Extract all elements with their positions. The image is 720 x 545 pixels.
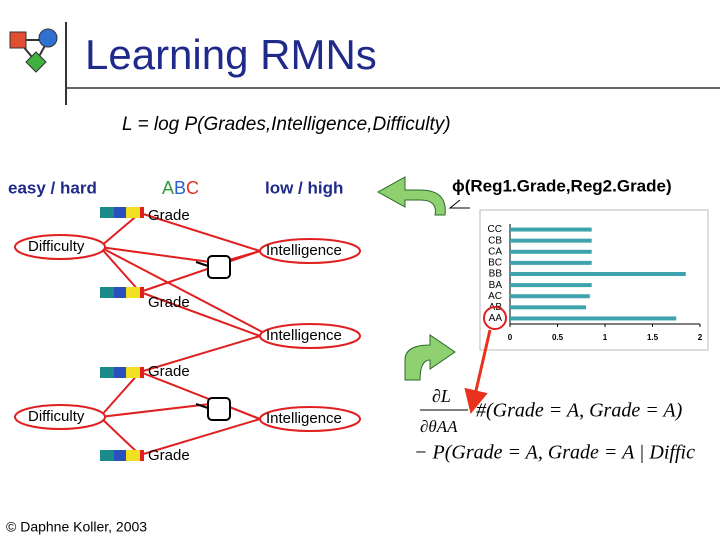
edges <box>99 212 271 456</box>
y-tick-label: BB <box>489 269 503 280</box>
x-tick-label: 1.5 <box>647 333 659 342</box>
arrow <box>464 329 492 414</box>
title: Learning RMNs <box>85 31 377 78</box>
callout <box>448 199 470 209</box>
chart-frame <box>479 209 709 351</box>
bar <box>510 238 592 243</box>
denominator: ∂θAA <box>420 417 458 436</box>
node-label: Difficulty <box>28 408 85 425</box>
node-label: Grade <box>148 294 190 311</box>
phi: ϕ(Reg1.Grade,Reg2.Grade) <box>452 176 672 195</box>
bar <box>510 305 586 310</box>
bar <box>510 294 590 299</box>
highlight <box>483 306 507 330</box>
y-tick-label: CA <box>488 246 502 257</box>
term: #(Grade = A, Grade = A) <box>476 400 683 422</box>
arrow <box>404 334 456 381</box>
y-tick-label: CC <box>488 224 502 235</box>
arrow <box>376 176 446 216</box>
letter: A <box>162 178 174 198</box>
low-high: low / high <box>265 178 343 197</box>
numerator: ∂L <box>432 386 451 406</box>
grade-icons <box>100 207 144 461</box>
y-tick-label: AC <box>488 291 502 302</box>
bar <box>510 316 677 321</box>
term: − P(Grade = A, Grade = A | Diffic <box>414 442 695 464</box>
x-tick-label: 0 <box>508 333 513 342</box>
letter: C <box>186 178 199 198</box>
node-label: Grade <box>148 207 190 224</box>
bar <box>510 249 592 254</box>
easy-hard: easy / hard <box>8 178 97 197</box>
logo <box>9 28 58 73</box>
x-tick-label: 0.5 <box>552 333 564 342</box>
bar <box>510 260 592 265</box>
node-label: Intelligence <box>266 327 342 344</box>
x-tick-label: 1 <box>603 333 608 342</box>
x-tick-label: 2 <box>698 333 703 342</box>
node-label: Intelligence <box>266 242 342 259</box>
y-tick-label: BC <box>488 258 502 269</box>
node-label: Difficulty <box>28 238 85 255</box>
likelihood: L = log P(Grades,Intelligence,Difficulty… <box>122 114 451 135</box>
letter: B <box>174 178 186 198</box>
bar <box>510 272 686 276</box>
abc: ABC <box>162 178 199 198</box>
ovals <box>14 234 361 432</box>
footer: © Daphne Koller, 2003 <box>6 519 147 535</box>
bar <box>510 283 592 288</box>
y-tick-label: BA <box>489 280 503 291</box>
node-label: Intelligence <box>266 410 342 427</box>
node-label: Grade <box>148 447 190 464</box>
factor-boxes <box>195 255 231 421</box>
node-label: Grade <box>148 363 190 380</box>
y-tick-label: AA <box>489 313 503 324</box>
bar <box>510 227 592 232</box>
y-tick-label: CB <box>488 235 502 246</box>
